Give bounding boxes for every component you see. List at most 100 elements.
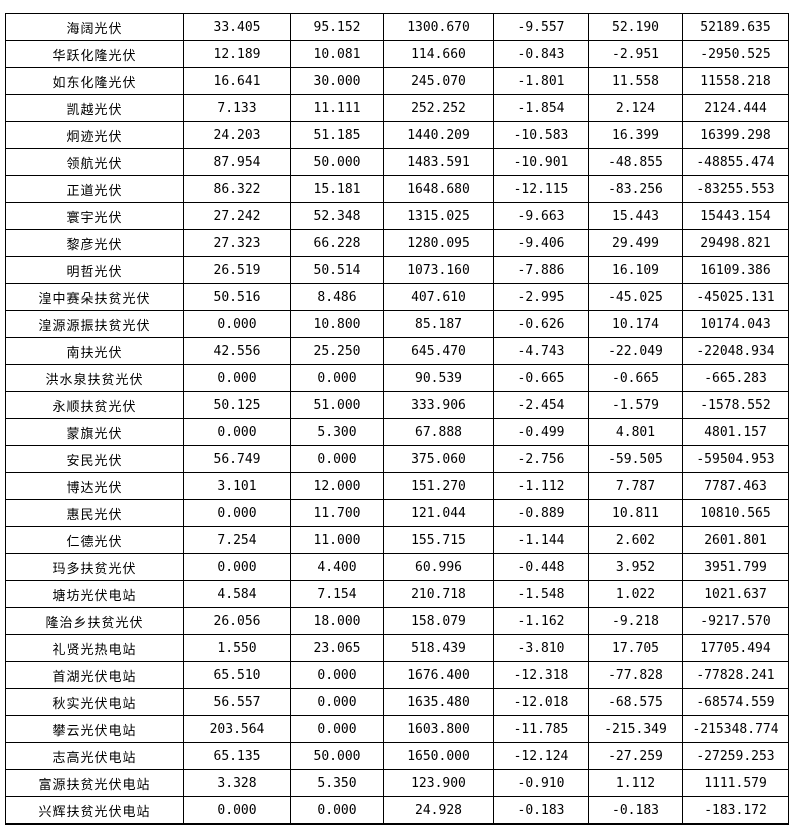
value-cell: 50.514 xyxy=(290,256,384,284)
value-cell: -2.756 xyxy=(493,445,589,473)
value-cell: 3.328 xyxy=(183,769,291,797)
value-cell: 7.254 xyxy=(183,526,291,554)
value-cell: 11.700 xyxy=(290,499,384,527)
table-row: 博达光伏 3.101 12.000 151.270 -1.112 7.787 7787.46… xyxy=(5,472,789,500)
value-cell: -2.951 xyxy=(588,40,683,68)
table-row: 南扶光伏 42.556 25.250 645.470 -4.743 -22.049 -220… xyxy=(5,337,789,365)
table-row: 湟源源振扶贫光伏 0.000 10.800 85.187 -0.626 10.174 101… xyxy=(5,310,789,338)
plant-name-cell: 湟源源振扶贫光伏 xyxy=(5,310,184,338)
value-cell: -77828.241 xyxy=(682,661,789,689)
value-cell: 56.557 xyxy=(183,688,291,716)
plant-name-cell: 塘坊光伏电站 xyxy=(5,580,184,608)
value-cell: 121.044 xyxy=(383,499,494,527)
plant-name-cell: 礼贤光热电站 xyxy=(5,634,184,662)
value-cell: 85.187 xyxy=(383,310,494,338)
value-cell: -27259.253 xyxy=(682,742,789,770)
value-cell: 2.602 xyxy=(588,526,683,554)
table-row: 礼贤光热电站 1.550 23.065 518.439 -3.810 17.705 1770… xyxy=(5,634,789,662)
table-row: 领航光伏 87.954 50.000 1483.591 -10.901 -48.855 -4… xyxy=(5,148,789,176)
value-cell: -0.665 xyxy=(588,364,683,392)
value-cell: -45.025 xyxy=(588,283,683,311)
value-cell: 1.550 xyxy=(183,634,291,662)
value-cell: 0.000 xyxy=(290,688,384,716)
value-cell: 52189.635 xyxy=(682,13,789,41)
value-cell: -77.828 xyxy=(588,661,683,689)
value-cell: 50.000 xyxy=(290,148,384,176)
plant-name-cell: 凯越光伏 xyxy=(5,94,184,122)
table-row: 炯迹光伏 24.203 51.185 1440.209 -10.583 16.399 163… xyxy=(5,121,789,149)
plant-name-cell: 如东化隆光伏 xyxy=(5,67,184,95)
value-cell: 7.787 xyxy=(588,472,683,500)
value-cell: 10810.565 xyxy=(682,499,789,527)
value-cell: -3.810 xyxy=(493,634,589,662)
table-row: 塘坊光伏电站 4.584 7.154 210.718 -1.548 1.022 1021.6… xyxy=(5,580,789,608)
value-cell: 210.718 xyxy=(383,580,494,608)
value-cell: -1.144 xyxy=(493,526,589,554)
value-cell: 2601.801 xyxy=(682,526,789,554)
value-cell: -183.172 xyxy=(682,796,789,825)
value-cell: 1648.680 xyxy=(383,175,494,203)
value-cell: 86.322 xyxy=(183,175,291,203)
value-cell: 1.022 xyxy=(588,580,683,608)
value-cell: 50.125 xyxy=(183,391,291,419)
plant-name-cell: 炯迹光伏 xyxy=(5,121,184,149)
plant-name-cell: 安民光伏 xyxy=(5,445,184,473)
value-cell: 29.499 xyxy=(588,229,683,257)
table-row: 蒙旗光伏 0.000 5.300 67.888 -0.499 4.801 4801.157 xyxy=(5,418,789,446)
table-row: 黎彦光伏 27.323 66.228 1280.095 -9.406 29.499 2949… xyxy=(5,229,789,257)
plant-name-cell: 黎彦光伏 xyxy=(5,229,184,257)
value-cell: 7.133 xyxy=(183,94,291,122)
value-cell: -9217.570 xyxy=(682,607,789,635)
value-cell: 3.952 xyxy=(588,553,683,581)
value-cell: 252.252 xyxy=(383,94,494,122)
value-cell: -59504.953 xyxy=(682,445,789,473)
value-cell: 0.000 xyxy=(183,418,291,446)
value-cell: -83255.553 xyxy=(682,175,789,203)
value-cell: 50.516 xyxy=(183,283,291,311)
value-cell: -215348.774 xyxy=(682,715,789,743)
value-cell: 26.519 xyxy=(183,256,291,284)
value-cell: 4.400 xyxy=(290,553,384,581)
value-cell: -2.995 xyxy=(493,283,589,311)
value-cell: 87.954 xyxy=(183,148,291,176)
value-cell: -12.018 xyxy=(493,688,589,716)
value-cell: 24.203 xyxy=(183,121,291,149)
value-cell: 18.000 xyxy=(290,607,384,635)
value-cell: 375.060 xyxy=(383,445,494,473)
value-cell: 26.056 xyxy=(183,607,291,635)
value-cell: 16109.386 xyxy=(682,256,789,284)
value-cell: 12.189 xyxy=(183,40,291,68)
value-cell: 0.000 xyxy=(183,310,291,338)
value-cell: -45025.131 xyxy=(682,283,789,311)
value-cell: -48855.474 xyxy=(682,148,789,176)
value-cell: 151.270 xyxy=(383,472,494,500)
value-cell: -1.162 xyxy=(493,607,589,635)
value-cell: 65.135 xyxy=(183,742,291,770)
value-cell: -0.499 xyxy=(493,418,589,446)
value-cell: 10.811 xyxy=(588,499,683,527)
value-cell: -0.183 xyxy=(588,796,683,825)
value-cell: 1315.025 xyxy=(383,202,494,230)
table-row: 永顺扶贫光伏 50.125 51.000 333.906 -2.454 -1.579 -15… xyxy=(5,391,789,419)
value-cell: 66.228 xyxy=(290,229,384,257)
value-cell: 56.749 xyxy=(183,445,291,473)
value-cell: 60.996 xyxy=(383,553,494,581)
plant-name-cell: 南扶光伏 xyxy=(5,337,184,365)
value-cell: -0.626 xyxy=(493,310,589,338)
plant-name-cell: 华跃化隆光伏 xyxy=(5,40,184,68)
value-cell: 1603.800 xyxy=(383,715,494,743)
table-row: 兴辉扶贫光伏电站 0.000 0.000 24.928 -0.183 -0.183 -183… xyxy=(5,796,789,825)
value-cell: 155.715 xyxy=(383,526,494,554)
value-cell: 0.000 xyxy=(290,364,384,392)
value-cell: -9.557 xyxy=(493,13,589,41)
table-row: 明哲光伏 26.519 50.514 1073.160 -7.886 16.109 1610… xyxy=(5,256,789,284)
value-cell: -12.115 xyxy=(493,175,589,203)
table-row: 隆治乡扶贫光伏 26.056 18.000 158.079 -1.162 -9.218 -9… xyxy=(5,607,789,635)
value-cell: 518.439 xyxy=(383,634,494,662)
value-cell: 8.486 xyxy=(290,283,384,311)
table-row: 攀云光伏电站 203.564 0.000 1603.800 -11.785 -215.34… xyxy=(5,715,789,743)
value-cell: -215.349 xyxy=(588,715,683,743)
value-cell: 51.185 xyxy=(290,121,384,149)
value-cell: 0.000 xyxy=(290,796,384,825)
value-cell: 5.350 xyxy=(290,769,384,797)
